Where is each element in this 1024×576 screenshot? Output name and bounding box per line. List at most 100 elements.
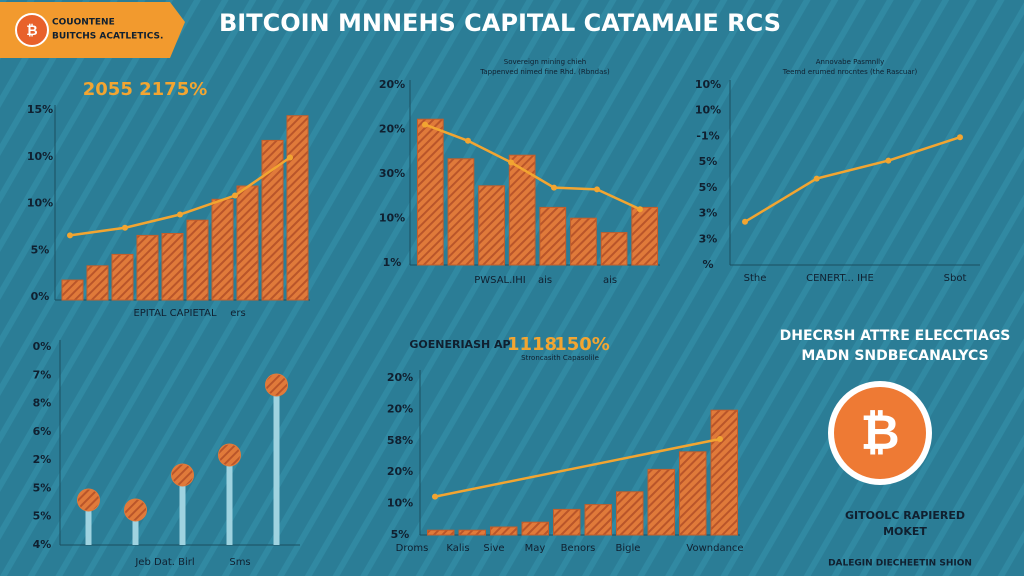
- trend-point: [957, 134, 963, 141]
- bar: [236, 185, 259, 301]
- coin: [834, 387, 926, 479]
- trend-point: [67, 232, 73, 239]
- y-tick-label: 5%: [33, 510, 52, 523]
- x-label: Bigle: [616, 543, 641, 554]
- stick: [85, 500, 92, 545]
- panel-caption: MOKET: [883, 525, 927, 538]
- y-tick-label: 10%: [27, 150, 53, 163]
- y-tick-label: 10%: [695, 104, 721, 117]
- trend-point: [885, 157, 892, 164]
- y-tick-label: 20%: [387, 402, 413, 415]
- trend-point: [422, 121, 428, 128]
- panel-caption: GITOOLC RAPIERED: [845, 509, 965, 522]
- x-label: ais: [538, 275, 552, 286]
- stick: [226, 455, 233, 545]
- chart-heading: 2055 2175%: [83, 79, 208, 100]
- bar: [539, 206, 567, 266]
- bar: [427, 529, 455, 536]
- x-label: Sthe: [744, 273, 767, 284]
- trend-point: [551, 184, 557, 191]
- lollipop-head: [171, 463, 194, 487]
- trend-point: [508, 159, 514, 166]
- badge-icon: [15, 13, 49, 47]
- y-tick-label: 5%: [699, 155, 718, 168]
- chart-heading: 150%: [554, 334, 610, 355]
- bar: [508, 154, 536, 266]
- x-label: Kalis: [446, 543, 469, 554]
- y-tick-label: 0%: [33, 340, 52, 353]
- y-tick-label: 10%: [695, 78, 721, 91]
- bar: [416, 118, 444, 266]
- y-tick-label: 6%: [33, 425, 52, 438]
- trend-point: [742, 218, 748, 225]
- x-label: ais: [603, 275, 617, 286]
- x-label: Benors: [561, 543, 596, 554]
- bar: [86, 265, 109, 301]
- y-tick-label: 10%: [379, 212, 405, 225]
- y-tick-label: 10%: [27, 197, 53, 210]
- y-tick-label: 58%: [387, 434, 413, 447]
- x-label: PWSAL.IHI: [474, 275, 525, 286]
- y-tick-label: 4%: [33, 538, 52, 551]
- y-tick-label: 3%: [699, 207, 718, 220]
- trend-point: [637, 206, 643, 213]
- bar: [211, 198, 234, 301]
- bar: [286, 115, 309, 301]
- chart-subheading: Teemd erumed nrocntes (the Rascuar): [782, 68, 918, 76]
- trend-line: [424, 123, 641, 211]
- panel-title: DHECRSH ATTRE ELECCTIAGS: [780, 328, 1011, 344]
- y-tick-label: 20%: [379, 78, 405, 91]
- trend-point: [232, 192, 238, 199]
- badge: [0, 2, 185, 58]
- panel-title: MADN SNDBECANALYCS: [801, 348, 988, 364]
- chart-subheading: Stroncasith Capasolile: [521, 354, 599, 362]
- x-label: ers: [230, 308, 245, 319]
- x-label: Sms: [229, 557, 250, 568]
- y-tick-label: 20%: [387, 371, 413, 384]
- trend-point: [287, 154, 293, 161]
- x-label: Sbot: [944, 273, 967, 284]
- bar: [679, 451, 707, 536]
- chart-heading: GOENERIASH AP: [409, 338, 510, 351]
- x-label: CENERT... IHE: [806, 273, 874, 284]
- lollipop-head: [124, 498, 147, 522]
- y-tick-label: 3%: [699, 232, 718, 245]
- bar: [478, 185, 505, 266]
- y-tick-label: 5%: [699, 181, 718, 194]
- badge-icon-glyph: ₿: [26, 23, 37, 39]
- y-tick-label: 30%: [379, 167, 405, 180]
- y-tick-label: 8%: [33, 397, 52, 410]
- trend-point: [177, 211, 183, 218]
- trend-line: [434, 437, 721, 498]
- y-tick-label: 1%: [383, 256, 402, 269]
- stick: [273, 385, 280, 545]
- y-tick-label: 10%: [387, 497, 413, 510]
- badge-text: BUITCHS ACATLETICS.: [52, 32, 163, 42]
- panel-footer: DALEGIN DIECHEETIN SHION: [828, 559, 972, 569]
- chart-subheading: Sovereign mining chieh: [504, 58, 586, 66]
- bar: [161, 233, 184, 301]
- stick: [179, 475, 186, 545]
- trend-point: [717, 436, 723, 442]
- y-tick-label: %: [702, 258, 713, 271]
- y-tick-label: 15%: [27, 103, 53, 116]
- lollipop-head: [265, 373, 288, 397]
- x-label: Sive: [483, 543, 504, 554]
- trend-point: [813, 175, 820, 182]
- y-tick-label: 20%: [379, 123, 405, 136]
- bar: [600, 232, 628, 266]
- trend-point: [465, 137, 471, 144]
- badge-text: COUONTENE: [52, 18, 115, 28]
- x-label: Vowndance: [686, 543, 743, 554]
- bar: [136, 234, 159, 301]
- trend-point: [594, 186, 600, 193]
- bar: [647, 468, 675, 536]
- y-tick-label: 7%: [33, 368, 52, 381]
- page-title: BITCOIN MNNEHS CAPITAL CATAMAIE RCS: [219, 9, 781, 37]
- chart-subheading: Tappenved nimed fine Rhd. (Rbndas): [479, 68, 610, 76]
- trend-point: [122, 224, 128, 231]
- bar: [616, 491, 644, 536]
- y-tick-label: -1%: [696, 129, 719, 142]
